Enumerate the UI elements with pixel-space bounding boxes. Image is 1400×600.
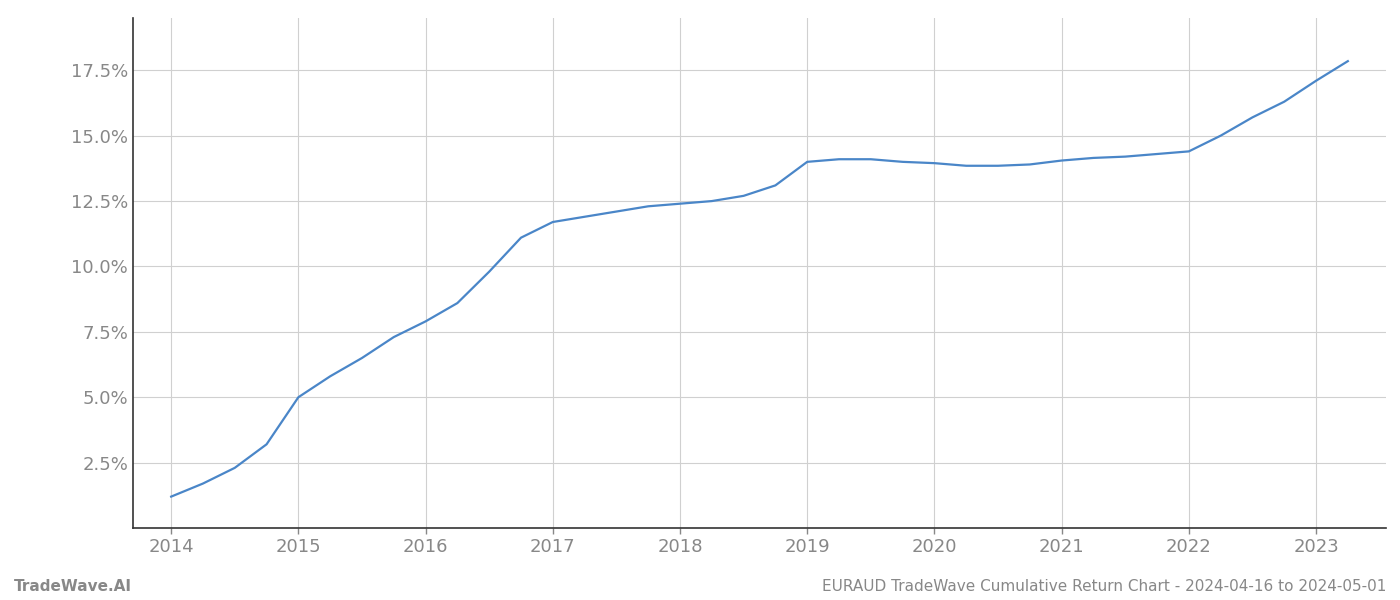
Text: EURAUD TradeWave Cumulative Return Chart - 2024-04-16 to 2024-05-01: EURAUD TradeWave Cumulative Return Chart… [822, 579, 1386, 594]
Text: TradeWave.AI: TradeWave.AI [14, 579, 132, 594]
